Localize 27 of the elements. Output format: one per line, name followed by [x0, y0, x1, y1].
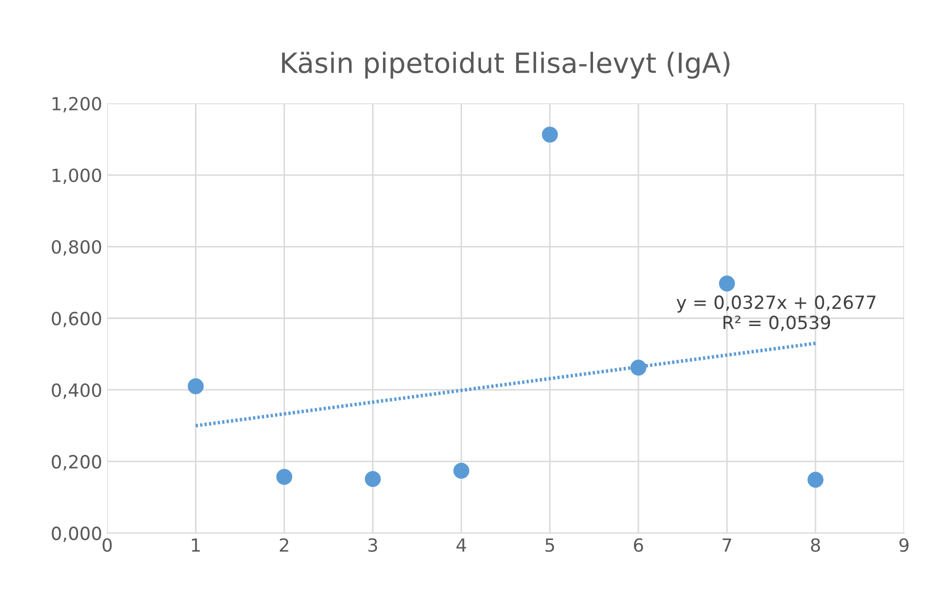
y-tick-label: 0,800 [52, 240, 102, 256]
x-tick-label: 7 [722, 538, 732, 552]
x-tick-label: 6 [634, 538, 644, 552]
x-tick-label: 0 [102, 538, 112, 552]
point [188, 378, 204, 394]
point [630, 360, 646, 376]
y-tick-label: 0,400 [52, 383, 102, 399]
x-tick-label: 3 [368, 538, 378, 552]
x-tick-label: 8 [810, 538, 820, 552]
y-tick-label: 0,600 [52, 312, 102, 328]
point [718, 276, 735, 292]
point [808, 472, 824, 488]
y-tick-label: 1,200 [52, 96, 102, 112]
y-tick-label: 0,200 [52, 454, 102, 470]
annotation: y = 0,0327x + 0,2677 R² = 0,0539 [676, 295, 876, 332]
x-tick-label: 4 [456, 538, 466, 552]
point [276, 468, 292, 485]
point [453, 462, 470, 479]
x-tick-label: 1 [192, 538, 200, 552]
x-tick-label: 5 [546, 538, 554, 552]
x-tick-label: 9 [899, 538, 909, 552]
chart-title: Käsin pipetoidut Elisa-levyt (IgA) [282, 52, 730, 79]
point [542, 126, 558, 143]
y-tick-label: 1,000 [52, 168, 102, 184]
x-tick-label: 2 [280, 538, 288, 552]
y-tick-label: 0,000 [52, 526, 102, 542]
point [364, 471, 381, 487]
